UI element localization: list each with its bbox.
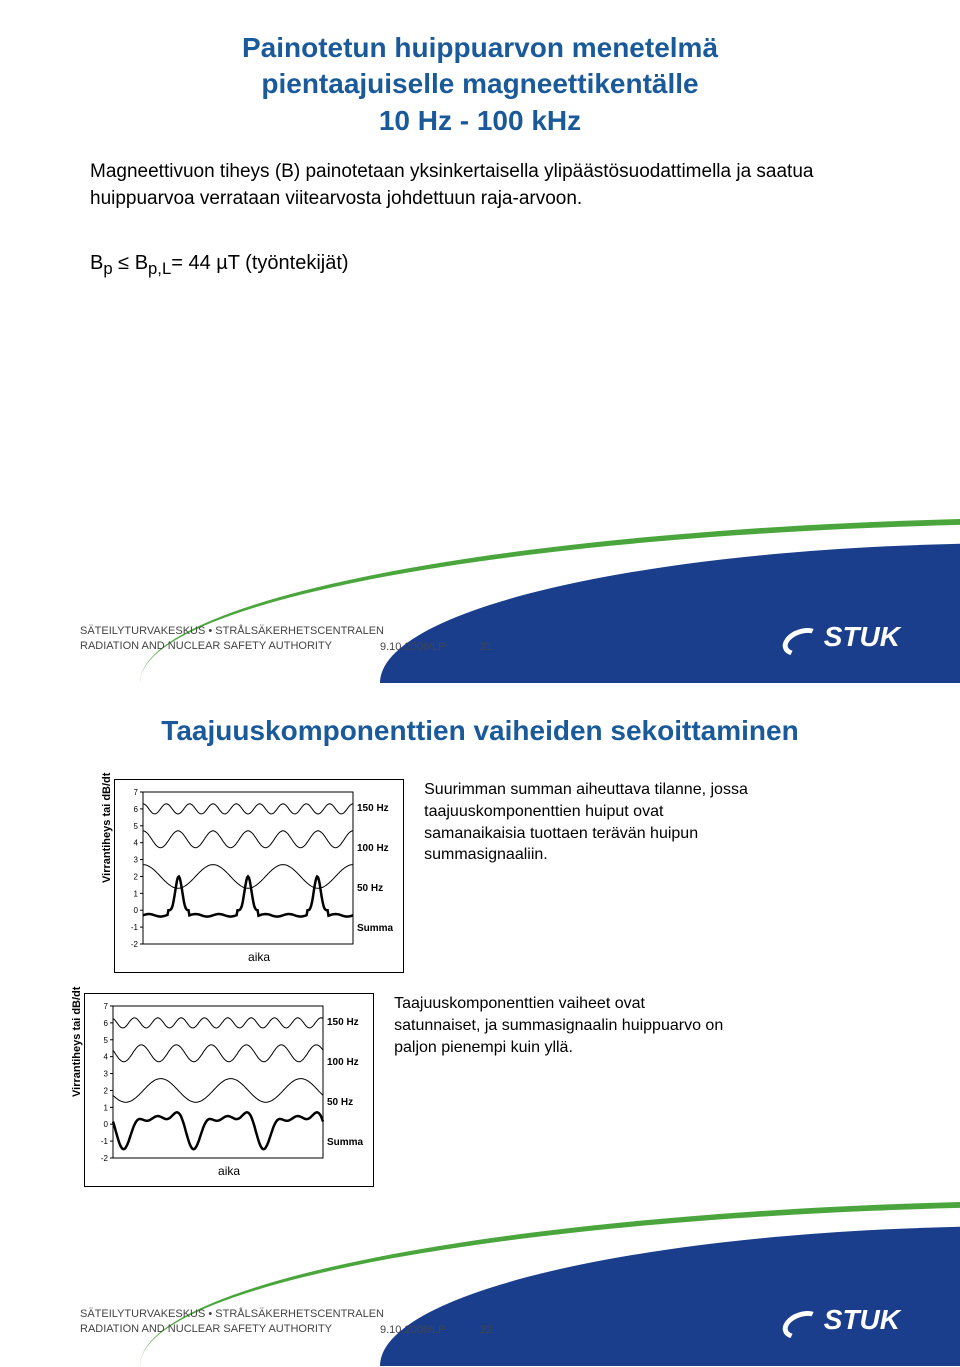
svg-text:-2: -2: [131, 940, 139, 948]
slide2-footer: SÄTEILYTURVAKESKUS • STRÅLSÄKERHETSCENTR…: [0, 1276, 960, 1366]
svg-text:-2: -2: [101, 1154, 109, 1162]
footer-line1: SÄTEILYTURVAKESKUS • STRÅLSÄKERHETSCENTR…: [80, 624, 384, 638]
chart1-svg: -2 -1 0 1 2 3 4 5 6 7: [125, 788, 355, 948]
slide-2: Taajuuskomponenttien vaiheiden sekoittam…: [0, 683, 960, 1366]
svg-text:5: 5: [134, 822, 139, 831]
stuk-logo: STUK: [782, 621, 900, 653]
title-line2: pientaajuiselle magneettikentälle: [261, 68, 698, 99]
svg-text:2: 2: [104, 1087, 109, 1096]
chart2-row: Virrantiheys tai dB/dt -2 -1 0 1 2 3 4 5 6 7 150 …: [70, 993, 900, 1187]
legend-item: Summa: [327, 1137, 363, 1148]
footer-line2-2: RADIATION AND NUCLEAR SAFETY AUTHORITY: [80, 1322, 384, 1336]
chart2-box: -2 -1 0 1 2 3 4 5 6 7 150 Hz 100 Hz 50 Hz Summa aika: [84, 993, 374, 1187]
svg-text:3: 3: [134, 856, 139, 865]
footer-org-text-2: SÄTEILYTURVAKESKUS • STRÅLSÄKERHETSCENTR…: [80, 1307, 384, 1336]
svg-text:0: 0: [134, 907, 139, 916]
chart1-ylabel: Virrantiheys tai dB/dt: [101, 869, 113, 883]
footer-pagenum: 21: [480, 641, 492, 653]
svg-text:4: 4: [134, 839, 139, 848]
svg-text:1: 1: [134, 890, 139, 899]
chart1-legend: 150 Hz 100 Hz 50 Hz Summa: [355, 788, 393, 948]
title-line3: 10 Hz - 100 kHz: [379, 105, 581, 136]
footer-line2: RADIATION AND NUCLEAR SAFETY AUTHORITY: [80, 639, 384, 653]
stuk-logo-text-2: STUK: [824, 1304, 900, 1336]
chart1-xlabel: aika: [125, 950, 393, 964]
chart2-ylabel: Virrantiheys tai dB/dt: [71, 1083, 83, 1097]
svg-text:3: 3: [104, 1070, 109, 1079]
footer-line1-2: SÄTEILYTURVAKESKUS • STRÅLSÄKERHETSCENTR…: [80, 1307, 384, 1321]
chart1-explain: Suurimman summan aiheuttava tilanne, jos…: [424, 779, 764, 865]
svg-text:7: 7: [134, 788, 139, 797]
svg-text:6: 6: [104, 1019, 109, 1028]
svg-text:5: 5: [104, 1036, 109, 1045]
svg-text:1: 1: [104, 1104, 109, 1113]
chart2-xlabel: aika: [95, 1164, 363, 1178]
legend-item: 50 Hz: [357, 883, 393, 894]
footer-org-text: SÄTEILYTURVAKESKUS • STRÅLSÄKERHETSCENTR…: [80, 624, 384, 653]
slide2-title: Taajuuskomponenttien vaiheiden sekoittam…: [80, 713, 880, 749]
stuk-swoosh-icon: [782, 623, 818, 651]
svg-text:2: 2: [134, 873, 139, 882]
footer-pagenum-2: 22: [480, 1324, 492, 1336]
svg-text:6: 6: [134, 805, 139, 814]
chart2-legend: 150 Hz 100 Hz 50 Hz Summa: [325, 1002, 363, 1162]
chart2-svg: -2 -1 0 1 2 3 4 5 6 7: [95, 1002, 325, 1162]
legend-item: 100 Hz: [327, 1057, 363, 1068]
slide-1: Painotetun huippuarvon menetelmä pientaa…: [0, 0, 960, 683]
svg-text:-1: -1: [131, 924, 139, 933]
stuk-swoosh-icon-2: [782, 1306, 818, 1334]
stuk-logo-text: STUK: [824, 621, 900, 653]
legend-item: 100 Hz: [357, 843, 393, 854]
chart2-explain: Taajuuskomponenttien vaiheet ovat satunn…: [394, 993, 734, 1058]
footer-date-2: 9.10.2006/LP: [380, 1324, 445, 1336]
svg-text:4: 4: [104, 1053, 109, 1062]
slide1-footer: SÄTEILYTURVAKESKUS • STRÅLSÄKERHETSCENTR…: [0, 593, 960, 683]
legend-item: Summa: [357, 923, 393, 934]
svg-text:7: 7: [104, 1002, 109, 1011]
svg-text:0: 0: [104, 1121, 109, 1130]
title-line1: Painotetun huippuarvon menetelmä: [242, 32, 718, 63]
chart1-wrap: Virrantiheys tai dB/dt -2 -1 0 1 2 3 4 5 6 7 150 …: [100, 779, 404, 973]
slide1-formula: Bp ≤ Bp,L= 44 µT (työntekijät): [90, 252, 870, 279]
slide1-body: Magneettivuon tiheys (B) painotetaan yks…: [90, 159, 870, 212]
legend-item: 150 Hz: [357, 803, 393, 814]
chart1-box: -2 -1 0 1 2 3 4 5 6 7 150 Hz 100 Hz 50 Hz Summa aika: [114, 779, 404, 973]
slide1-title: Painotetun huippuarvon menetelmä pientaa…: [80, 30, 880, 139]
legend-item: 50 Hz: [327, 1097, 363, 1108]
legend-item: 150 Hz: [327, 1017, 363, 1028]
chart1-row: Virrantiheys tai dB/dt -2 -1 0 1 2 3 4 5 6 7 150 …: [100, 779, 900, 973]
svg-text:-1: -1: [101, 1138, 109, 1147]
stuk-logo-2: STUK: [782, 1304, 900, 1336]
footer-date: 9.10.2006/LP: [380, 641, 445, 653]
chart2-wrap: Virrantiheys tai dB/dt -2 -1 0 1 2 3 4 5 6 7 150 …: [70, 993, 374, 1187]
